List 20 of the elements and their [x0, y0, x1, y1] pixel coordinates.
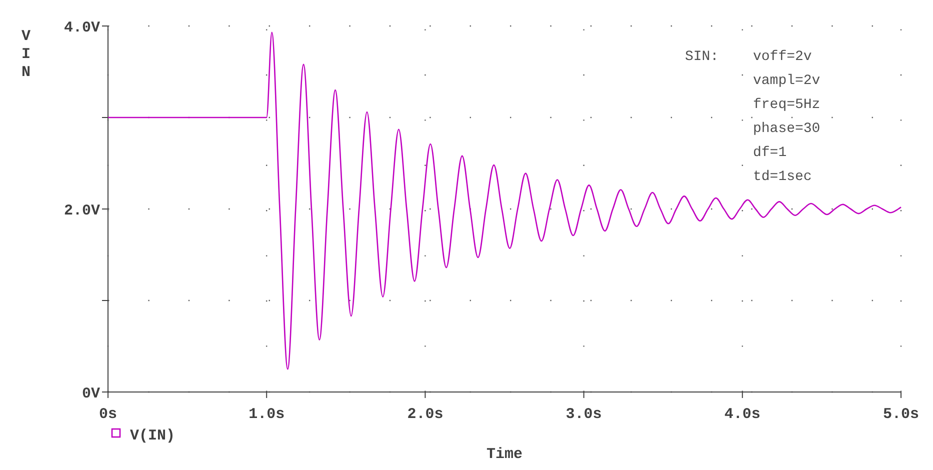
- annotation: td=1sec: [753, 169, 812, 185]
- line-series: [107, 32, 902, 370]
- y-tick-label: 4.0V: [64, 19, 100, 36]
- x-tick-label: 4.0s: [724, 406, 760, 423]
- x-tick-label: 0s: [98, 406, 118, 423]
- y-tick-label: 0V: [82, 385, 100, 402]
- annotation: freq=5Hz: [753, 97, 820, 113]
- annotation: voff=2v: [753, 49, 812, 65]
- y-tick-label: 2.0V: [64, 202, 100, 220]
- legend-label: V(IN): [130, 427, 176, 444]
- x-tick-label: 5.0s: [882, 406, 920, 423]
- x-tick-label: 2.0s: [407, 406, 444, 423]
- annotation: SIN:: [685, 49, 719, 65]
- annotation: phase=30: [753, 121, 820, 137]
- annotation: df=1: [753, 145, 787, 161]
- x-axis-title: Time: [486, 446, 523, 463]
- x-tick-label: 1.0s: [248, 406, 285, 423]
- x-tick-label: 3.0s: [566, 406, 602, 423]
- y-axis-title: VIN: [21, 28, 31, 81]
- annotation: vampl=2v: [753, 73, 820, 89]
